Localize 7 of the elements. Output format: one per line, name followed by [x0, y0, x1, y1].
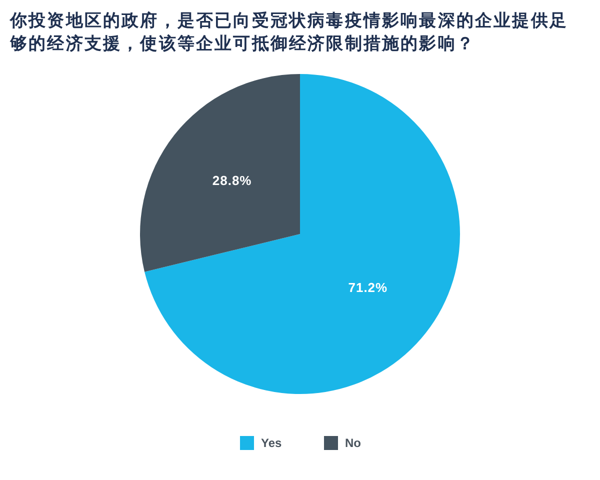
pie-slice: [144, 74, 460, 394]
legend-label: No: [345, 436, 361, 450]
data-label: 28.8%: [212, 173, 252, 188]
data-label: 71.2%: [348, 280, 388, 295]
chart-title: 你投资地区的政府，是否已向受冠状病毒疫情影响最深的企业提供足够的经济支援，使该等企业可抵御经济限制措施的影响？: [9, 11, 568, 54]
pie-slice: [140, 74, 300, 272]
legend-label: Yes: [261, 436, 282, 450]
